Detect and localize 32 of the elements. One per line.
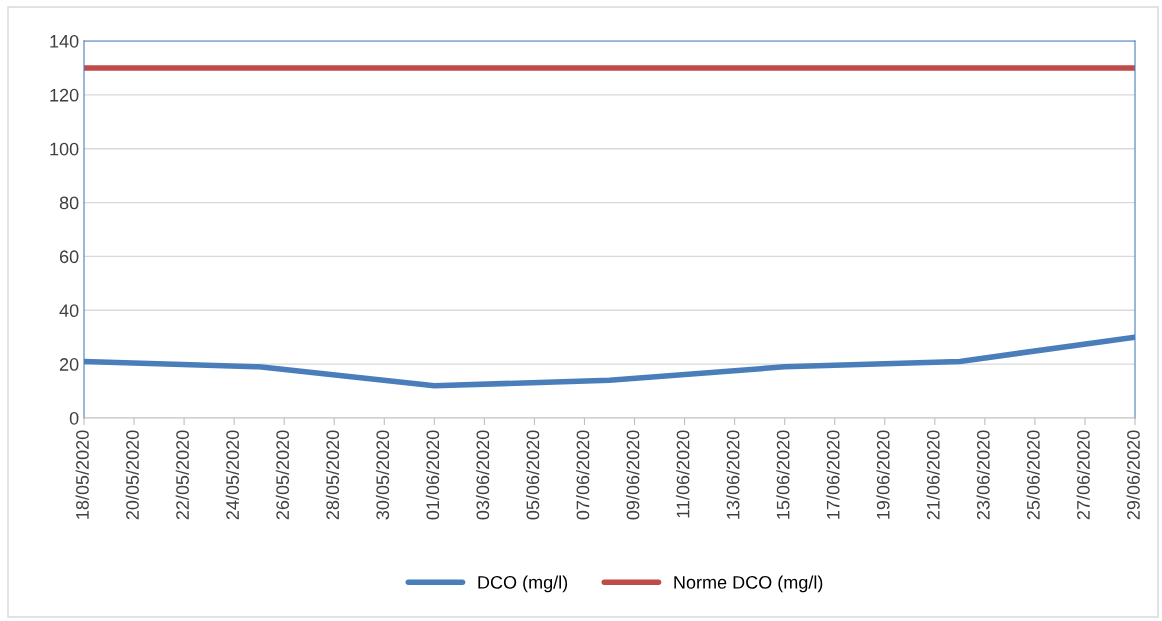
x-tick-label: 26/05/2020	[275, 430, 290, 520]
x-tick-label: 21/06/2020	[926, 430, 940, 520]
y-tick-label: 100	[50, 142, 79, 156]
x-tick-label: 13/06/2020	[726, 430, 740, 519]
x-tick-label: 17/06/2020	[826, 430, 840, 519]
y-tick-label: 140	[50, 34, 79, 48]
x-tick-label: 30/05/2020	[375, 430, 390, 520]
y-tick-label: 0	[69, 411, 79, 425]
x-tick-label: 19/06/2020	[876, 430, 890, 519]
x-tick-label: 03/06/2020	[475, 430, 490, 520]
x-tick-label: 07/06/2020	[576, 430, 590, 520]
x-tick-label: 11/06/2020	[676, 430, 690, 518]
y-tick-label: 120	[50, 88, 79, 102]
x-tick-label: 18/05/2020	[75, 430, 89, 519]
x-tick-label: 20/05/2020	[125, 430, 139, 520]
x-tick-label: 09/06/2020	[626, 430, 640, 520]
x-tick-label: 28/05/2020	[325, 430, 340, 520]
y-tick-label: 60	[59, 250, 79, 264]
x-tick-label: 24/05/2020	[225, 430, 239, 520]
y-tick-label: 80	[59, 196, 79, 210]
x-tick-label: 22/05/2020	[175, 430, 189, 520]
x-tick-label: 15/06/2020	[776, 430, 790, 519]
x-tick-label: 25/06/2020	[1026, 430, 1040, 520]
x-tick-label: 05/06/2020	[526, 430, 540, 520]
x-tick-label: 27/06/2020	[1076, 430, 1090, 520]
y-tick-label: 40	[59, 304, 79, 318]
legend-label: Norme DCO (mg/l)	[674, 575, 823, 593]
y-tick-label: 20	[59, 358, 79, 371]
x-tick-label: 29/06/2020	[1126, 430, 1140, 520]
legend-label: DCO (mg/l)	[478, 575, 568, 593]
x-tick-label: 23/06/2020	[976, 430, 990, 520]
x-tick-label: 01/06/2020	[425, 430, 440, 520]
